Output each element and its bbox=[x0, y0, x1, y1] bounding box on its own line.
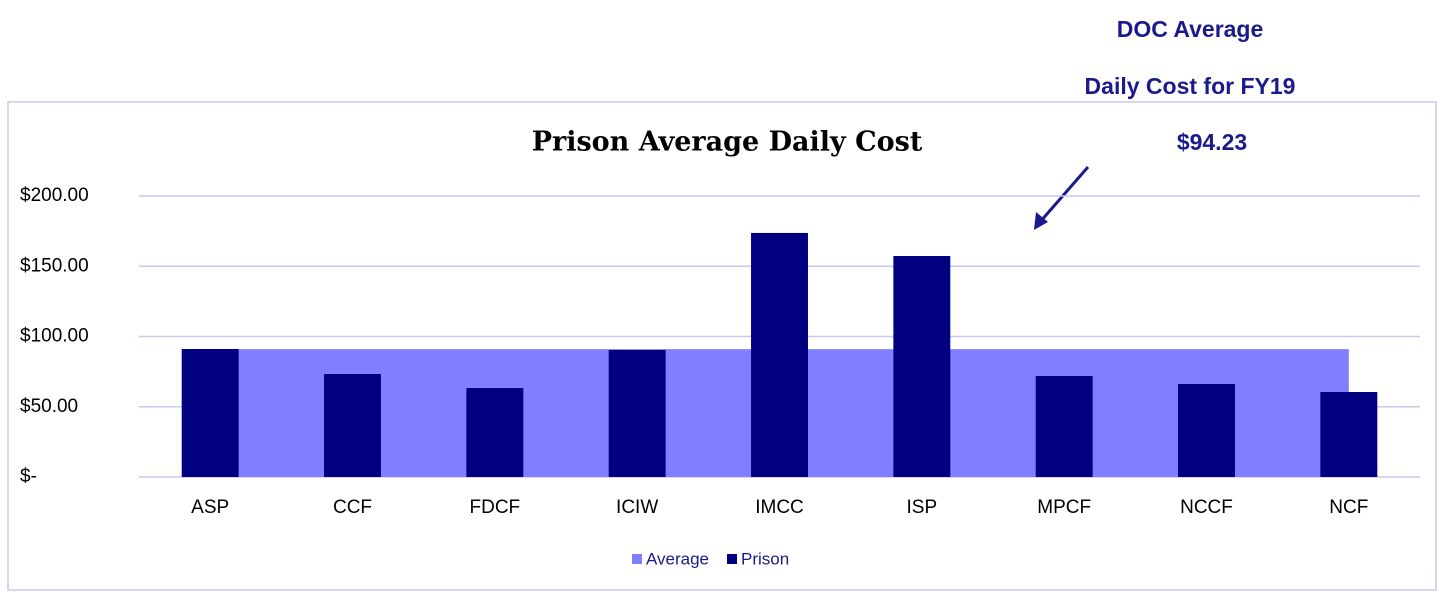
annotation: DOC Average bbox=[1117, 16, 1264, 42]
x-tick-label: CCF bbox=[333, 497, 372, 518]
bar bbox=[1035, 375, 1093, 477]
y-tick-label: $150.00 bbox=[20, 255, 89, 276]
annotation: $94.23 bbox=[1177, 129, 1247, 155]
annotation: Daily Cost for FY19 bbox=[1085, 73, 1296, 99]
x-tick-label: ASP bbox=[191, 497, 229, 518]
arrow bbox=[1038, 166, 1090, 223]
legend-label: Prison bbox=[741, 549, 789, 568]
bar bbox=[893, 255, 951, 477]
x-tick-label: ICIW bbox=[616, 497, 658, 518]
y-tick-label: $50.00 bbox=[20, 396, 78, 417]
arrow-head bbox=[1034, 212, 1048, 230]
bar bbox=[181, 349, 239, 477]
bar bbox=[1320, 391, 1378, 477]
x-tick-label: FDCF bbox=[470, 497, 521, 518]
bar bbox=[1178, 383, 1235, 477]
legend-swatch bbox=[632, 554, 642, 564]
y-tick-label: $200.00 bbox=[20, 185, 89, 206]
bar bbox=[751, 232, 808, 477]
x-tick-label: ISP bbox=[907, 497, 938, 518]
chart-frame bbox=[7, 101, 1437, 591]
legend-swatch bbox=[727, 554, 738, 564]
x-tick-label: NCF bbox=[1329, 497, 1368, 518]
bar bbox=[608, 349, 666, 477]
legend-label: Average bbox=[646, 549, 709, 568]
bar bbox=[466, 388, 524, 477]
x-tick-label: MPCF bbox=[1037, 497, 1091, 518]
y-tick-label: $- bbox=[20, 466, 37, 487]
y-tick-label: $100.00 bbox=[20, 326, 89, 347]
x-tick-label: IMCC bbox=[755, 497, 804, 518]
x-tick-label: NCCF bbox=[1180, 497, 1233, 518]
chart-title: Prison Average Daily Cost bbox=[532, 127, 923, 158]
bar bbox=[324, 374, 381, 477]
